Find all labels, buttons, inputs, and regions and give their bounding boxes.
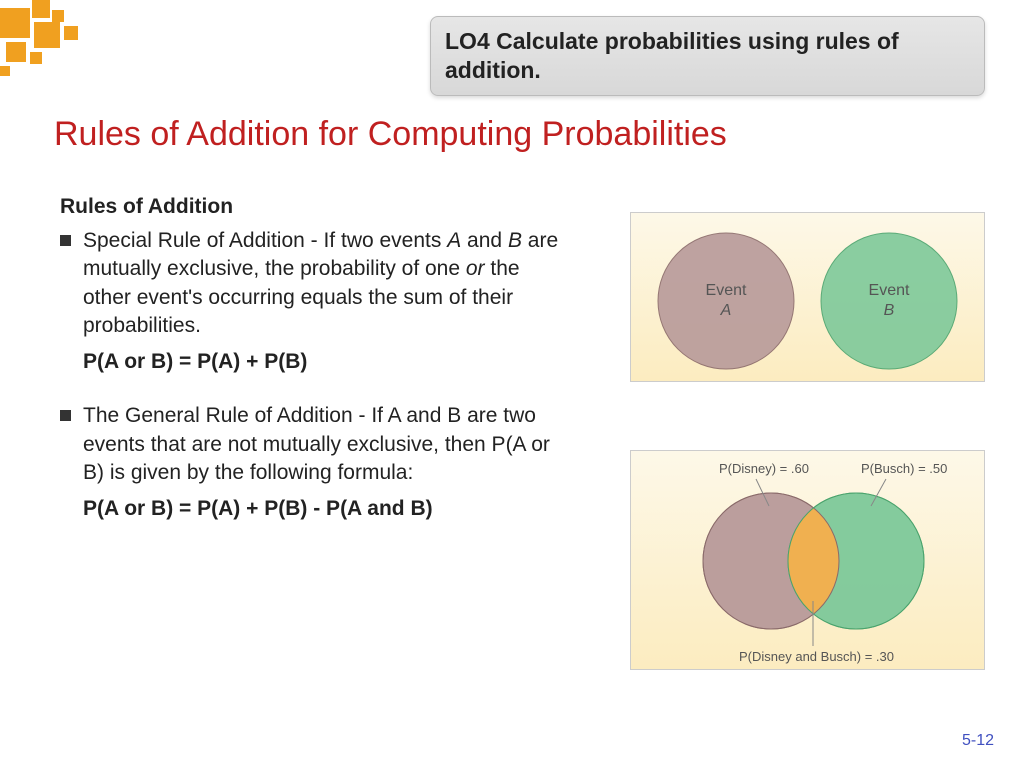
formula-general-rule: P(A or B) = P(A) + P(B) - P(A and B) — [83, 497, 570, 521]
venn-overlap-svg: P(Disney) = .60 P(Busch) = .50 P(Disney … — [631, 451, 986, 671]
slide-title: Rules of Addition for Computing Probabil… — [54, 115, 727, 154]
venn-label-a: Event — [706, 282, 747, 299]
venn-label-b2: B — [884, 302, 895, 319]
venn2-label-both: P(Disney and Busch) = .30 — [739, 649, 894, 664]
venn-label-b: Event — [869, 282, 910, 299]
bullet-marker-icon — [60, 235, 71, 246]
venn2-label-disney: P(Disney) = .60 — [719, 461, 809, 476]
learning-objective-box: LO4 Calculate probabilities using rules … — [430, 16, 985, 96]
content-column: Rules of Addition Special Rule of Additi… — [60, 195, 570, 549]
bullet-item: Special Rule of Addition - If two events… — [60, 227, 570, 340]
page-number: 5-12 — [962, 732, 994, 750]
venn-diagram-exclusive: Event A Event B — [630, 212, 985, 382]
venn-diagram-overlap: P(Disney) = .60 P(Busch) = .50 P(Disney … — [630, 450, 985, 670]
bullet-text: Special Rule of Addition - If two events… — [83, 227, 570, 340]
bullet-marker-icon — [60, 410, 71, 421]
venn2-label-busch: P(Busch) = .50 — [861, 461, 947, 476]
learning-objective-text: LO4 Calculate probabilities using rules … — [445, 27, 970, 85]
formula-special-rule: P(A or B) = P(A) + P(B) — [83, 350, 570, 374]
bullet-item: The General Rule of Addition - If A and … — [60, 402, 570, 487]
bullet-text: The General Rule of Addition - If A and … — [83, 402, 570, 487]
content-subheading: Rules of Addition — [60, 195, 570, 219]
venn-label-a2: A — [720, 302, 732, 319]
venn-exclusive-svg: Event A Event B — [631, 213, 986, 383]
